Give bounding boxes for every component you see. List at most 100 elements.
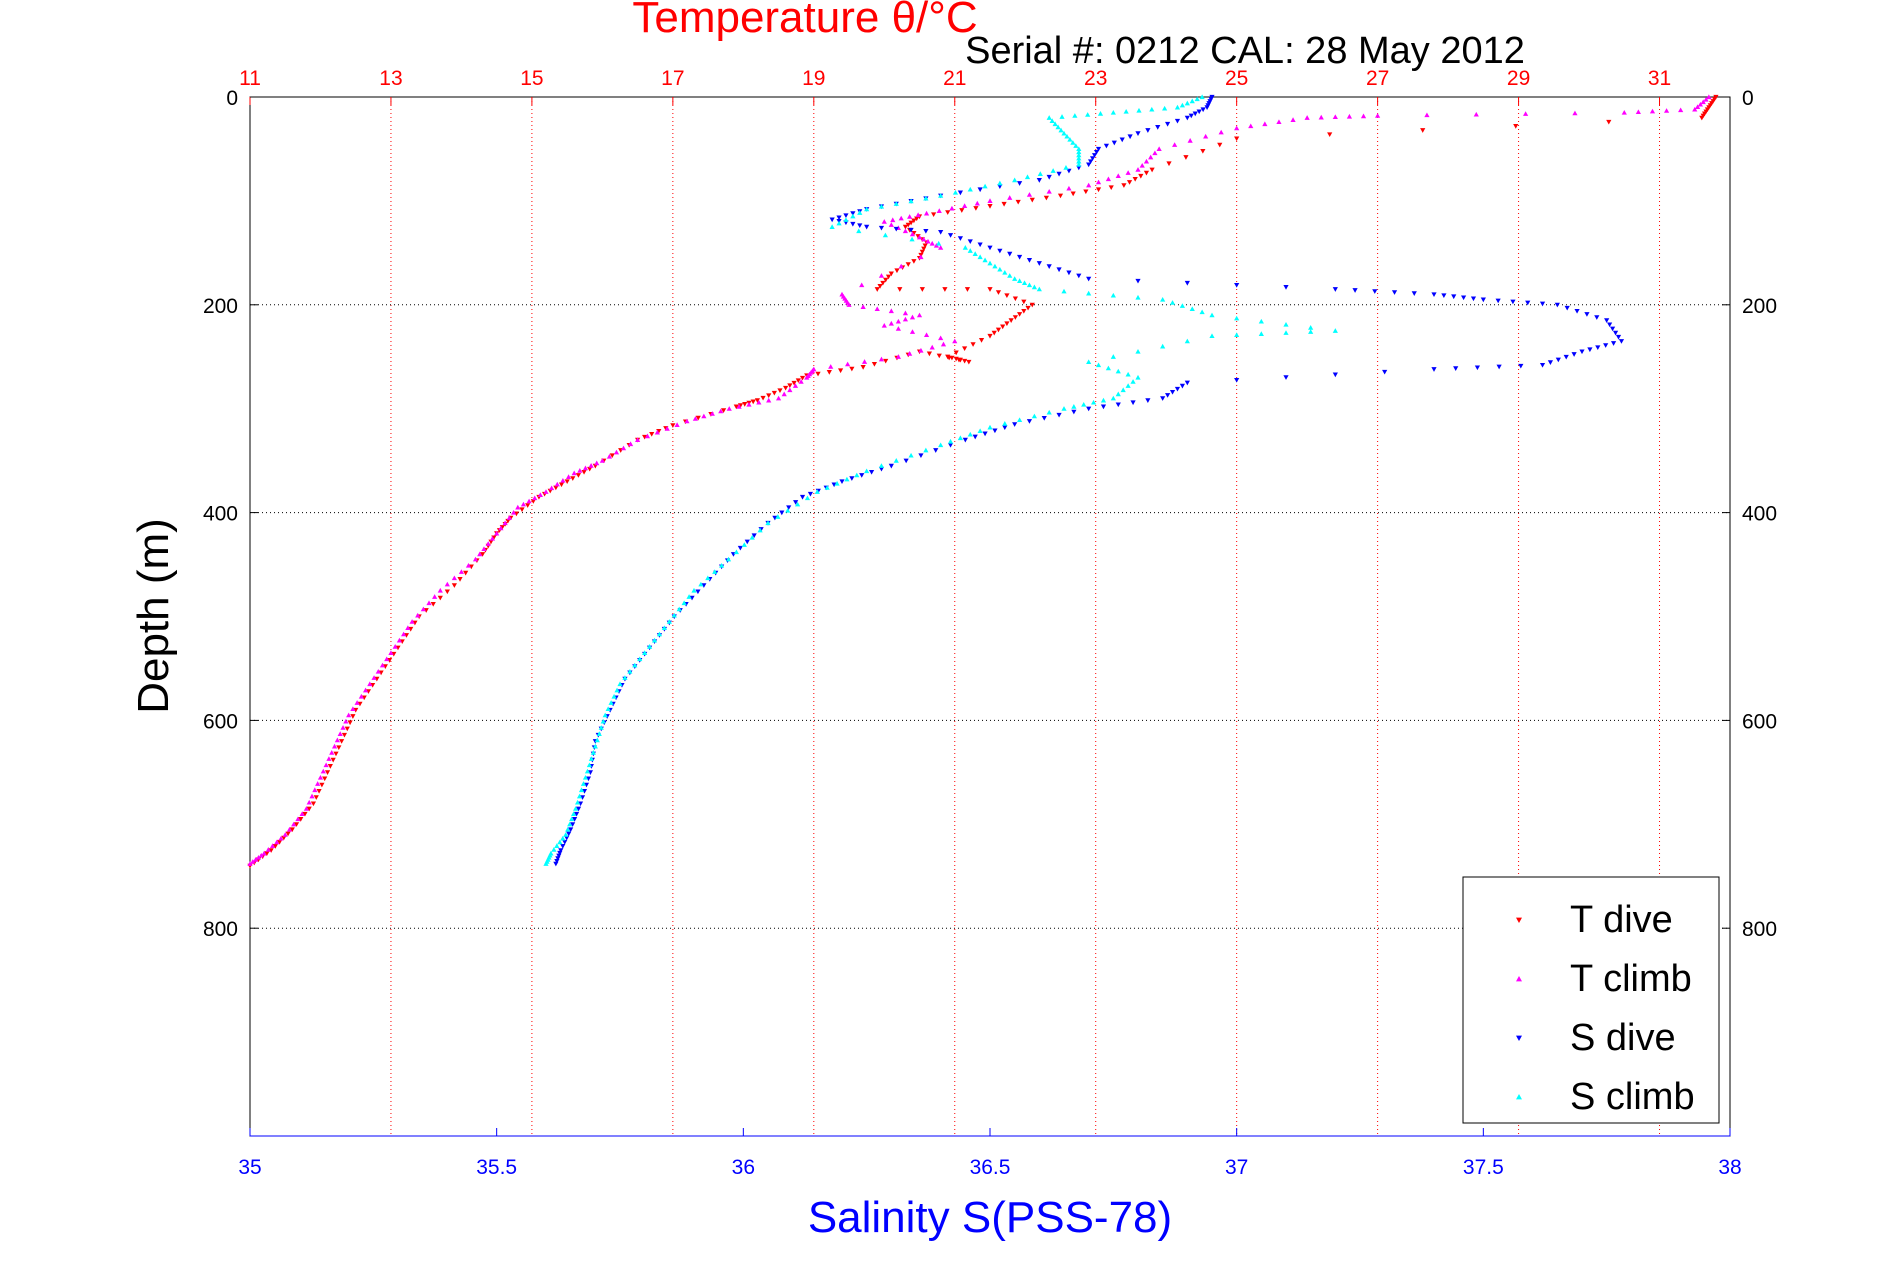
marker-s-climb [554,843,560,848]
marker-s-dive [1115,402,1121,408]
marker-t-dive [370,682,376,688]
marker-s-climb [1067,136,1073,142]
marker-s-climb [977,254,983,260]
marker-t-dive [268,848,274,853]
marker-t-dive [922,243,928,249]
marker-t-dive [1001,201,1007,207]
marker-t-climb [494,530,500,536]
marker-t-dive [403,633,410,638]
marker-s-climb [611,693,617,699]
marker-s-climb [1085,112,1091,117]
marker-s-dive [568,827,574,833]
marker-s-climb [962,245,968,250]
marker-s-dive [1026,419,1033,424]
marker-s-climb [878,463,885,468]
marker-s-climb [586,762,593,768]
marker-s-climb [1076,146,1082,152]
marker-s-climb [1097,111,1104,116]
marker-s-dive [573,811,580,817]
marker-t-dive [264,851,270,856]
marker-t-dive [468,564,474,570]
marker-t-dive [973,206,979,211]
marker-s-climb [1049,118,1055,123]
marker-s-dive [857,223,863,229]
marker-t-dive [505,518,511,524]
marker-s-climb [1135,348,1141,354]
marker-s-climb [1081,401,1087,407]
depth-tick-label-left: 600 [203,710,238,733]
marker-s-climb [757,527,763,533]
marker-s-dive [555,856,561,861]
marker-t-dive [313,795,319,800]
marker-t-climb [1697,101,1703,107]
marker-t-dive [962,358,968,364]
marker-s-climb [571,811,577,816]
marker-t-climb [775,395,782,401]
marker-s-dive [1480,297,1486,303]
marker-t-dive [721,408,727,413]
marker-t-climb [1621,109,1627,115]
marker-t-climb [1692,106,1698,112]
marker-t-climb [458,569,465,574]
marker-s-dive [893,226,899,232]
marker-t-dive [750,399,756,405]
marker-s-dive [1086,276,1092,282]
marker-t-climb [337,731,343,736]
marker-s-climb [982,257,988,263]
marker-t-climb [258,852,264,858]
marker-t-dive [966,359,972,365]
marker-t-climb [1135,167,1141,172]
marker-t-climb [582,465,589,471]
marker-s-climb [1135,374,1141,380]
marker-t-dive [1143,170,1150,176]
marker-t-climb [291,821,297,827]
marker-s-climb [600,718,606,724]
marker-t-climb [502,520,508,526]
marker-s-dive [1091,153,1098,158]
marker-t-climb [1156,146,1162,152]
temperature-tick-label: 27 [1366,67,1389,90]
legend-marker-t-climb [1516,976,1522,982]
marker-s-dive [1165,121,1171,127]
marker-t-dive [1513,124,1519,129]
marker-t-dive [964,287,971,292]
marker-s-dive [1610,341,1617,346]
marker-t-climb [358,693,364,699]
marker-t-dive [919,287,925,292]
marker-s-dive [864,224,870,230]
marker-s-climb [864,468,870,474]
marker-t-climb [303,806,309,811]
marker-s-dive [829,217,835,223]
marker-s-dive [878,466,885,472]
marker-t-dive [1021,299,1027,305]
marker-s-dive [908,227,914,233]
marker-t-climb [317,774,324,780]
marker-t-dive [1004,293,1010,299]
marker-s-climb [967,431,973,437]
marker-s-dive [938,229,944,235]
marker-s-climb [1184,100,1190,106]
marker-t-climb [315,781,321,786]
marker-s-climb [1110,354,1116,359]
marker-t-climb [274,839,280,845]
marker-t-dive [919,249,925,255]
marker-s-dive [1192,111,1198,117]
marker-s-climb [908,452,914,458]
marker-t-climb [635,437,641,442]
marker-s-dive [1017,181,1023,186]
marker-t-dive [799,375,806,381]
marker-s-climb [1070,140,1076,145]
marker-t-climb [1066,185,1072,191]
marker-t-dive [795,378,801,384]
marker-s-dive [923,228,929,234]
marker-s-climb [992,263,998,269]
marker-s-dive [1555,357,1561,363]
marker-t-climb [343,718,349,724]
temperature-tick-label: 29 [1507,67,1530,90]
marker-s-climb [923,447,929,453]
marker-s-climb [647,644,653,649]
depth-tick-label-right: 0 [1742,87,1754,110]
marker-s-climb [543,861,549,866]
marker-s-climb [576,793,583,799]
marker-t-climb [1572,110,1578,116]
